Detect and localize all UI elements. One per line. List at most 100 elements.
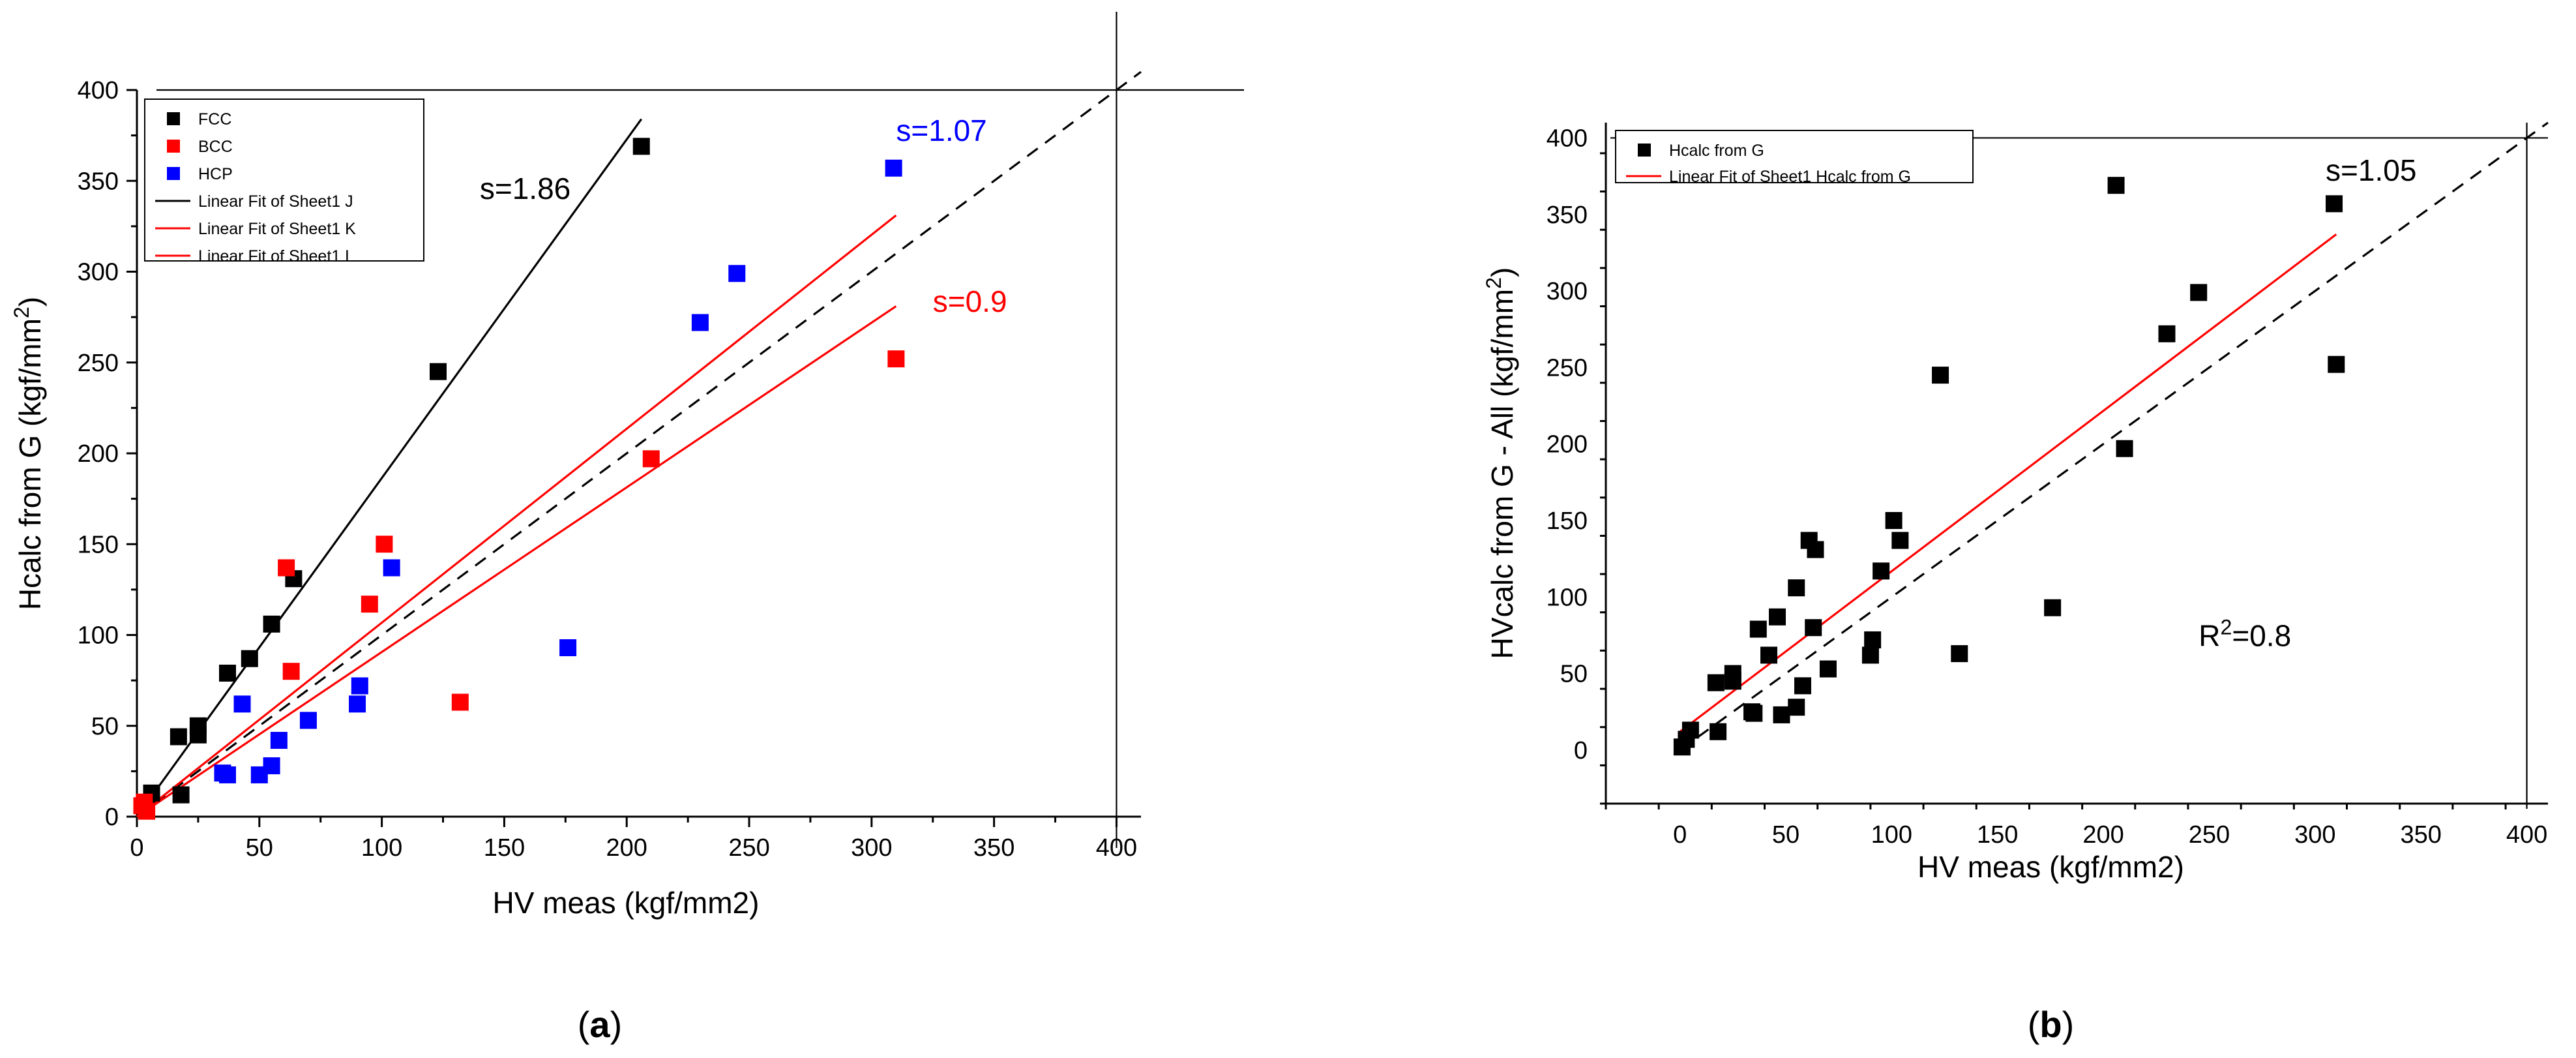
y-tick-label: 100 — [1547, 584, 1588, 611]
data-point-hcp — [270, 732, 288, 749]
data-point-bcc — [278, 559, 295, 577]
x-tick-label: 400 — [2506, 821, 2547, 849]
fit-line — [136, 214, 897, 818]
x-tick-label: 50 — [1772, 821, 1799, 849]
data-point-fcc — [430, 363, 447, 380]
data-point-hcp — [559, 639, 577, 656]
panel-label: (b) — [2028, 1004, 2075, 1045]
data-point-hcp — [885, 159, 902, 177]
y-tick-label: 200 — [1547, 431, 1588, 459]
data-point-hcp — [383, 559, 400, 577]
chart-panel-b: 0 50 100 150 200 250 300 350 400 0 50 100 150 200 250 3… — [1482, 121, 2549, 1045]
y-tick-label: 50 — [1560, 661, 1588, 688]
data-point-hcalc-from-g — [2326, 195, 2343, 213]
y-tick-label: 250 — [78, 350, 119, 377]
data-point-fcc — [189, 726, 207, 744]
x-tick-label: 350 — [973, 834, 1014, 862]
data-point-fcc — [170, 728, 187, 746]
data-point-hcp — [299, 712, 317, 729]
data-point-hcalc-from-g — [1788, 579, 1805, 597]
x-tick-label: 100 — [1871, 821, 1912, 849]
data-point-hcp — [351, 677, 368, 695]
y-tick-label: 50 — [91, 713, 119, 740]
data-point-fcc — [172, 786, 190, 804]
legend-label: Linear Fit of Sheet1 K — [198, 220, 356, 238]
data-point-hcalc-from-g — [1805, 619, 1822, 637]
x-tick-label: 150 — [1977, 821, 2018, 849]
legend-label: BCC — [198, 138, 233, 156]
legend-box — [144, 98, 424, 262]
legend-label: Hcalc from G — [1669, 142, 1764, 160]
annotation: s=1.07 — [896, 113, 986, 147]
x-tick-label: 100 — [361, 834, 402, 862]
data-point-hcalc-from-g — [1745, 704, 1763, 722]
legend-marker — [167, 112, 180, 125]
data-point-hcalc-from-g — [1769, 608, 1786, 626]
data-point-hcalc-from-g — [2044, 599, 2062, 616]
data-point-bcc — [376, 536, 393, 553]
fit-line — [136, 305, 897, 818]
legend-label: Linear Fit of Sheet1 L — [198, 247, 354, 265]
y-tick-label: 300 — [78, 259, 119, 286]
data-point-bcc — [887, 350, 905, 368]
data-point-hcp — [349, 695, 366, 713]
annotation: R2=0.8 — [2198, 615, 2291, 652]
y-tick-label: 200 — [78, 440, 119, 468]
data-point-hcp — [233, 695, 251, 713]
data-point-hcalc-from-g — [2328, 355, 2345, 373]
data-point-hcp — [263, 757, 280, 775]
data-point-bcc — [451, 693, 469, 711]
data-point-hcalc-from-g — [1873, 562, 1890, 580]
annotation: s=1.05 — [2326, 153, 2416, 187]
data-point-fcc — [218, 664, 236, 682]
fit-line — [136, 118, 643, 817]
legend-label: HCP — [198, 165, 233, 183]
data-point-hcalc-from-g — [1794, 677, 1811, 695]
panel-label: (a) — [578, 1004, 622, 1045]
y-tick-label: 400 — [1547, 125, 1588, 152]
data-point-hcp — [728, 265, 746, 282]
x-tick-label: 200 — [2082, 821, 2124, 849]
data-point-hcalc-from-g — [2107, 177, 2125, 194]
y-tick-label: 0 — [1574, 737, 1588, 764]
data-point-hcalc-from-g — [1951, 645, 1968, 663]
legend-marker — [167, 140, 180, 153]
fit-line — [1679, 233, 2337, 733]
data-point-fcc — [263, 615, 280, 633]
y-tick-label: 400 — [78, 77, 119, 104]
data-point-hcalc-from-g — [1681, 721, 1699, 739]
y-tick-label: 0 — [105, 804, 119, 831]
x-tick-label: 0 — [130, 834, 143, 862]
y-axis-label: HVcalc from G - All (kgf/mm2) — [1482, 267, 1519, 659]
data-point-bcc — [138, 802, 156, 820]
y-tick-label: 350 — [78, 168, 119, 195]
data-point-hcalc-from-g — [1819, 660, 1837, 678]
data-point-hcalc-from-g — [2158, 325, 2176, 342]
legend-label: Linear Fit of Sheet1 Hcalc from G — [1669, 168, 1911, 186]
data-point-fcc — [632, 138, 650, 155]
data-point-hcalc-from-g — [1710, 723, 1727, 740]
x-tick-label: 50 — [246, 834, 273, 862]
x-tick-label: 300 — [851, 834, 892, 862]
legend-label: FCC — [198, 110, 231, 128]
legend-label: Linear Fit of Sheet1 J — [198, 192, 353, 211]
x-tick-label: 250 — [728, 834, 769, 862]
data-point-hcalc-from-g — [1749, 620, 1767, 638]
data-point-hcalc-from-g — [2116, 440, 2133, 457]
annotation: s=1.86 — [480, 172, 570, 205]
data-point-hcalc-from-g — [1891, 532, 1909, 549]
y-tick-label: 300 — [1547, 278, 1588, 305]
x-tick-label: 300 — [2294, 821, 2335, 849]
legend-box — [1615, 130, 1974, 183]
data-point-bcc — [361, 596, 378, 613]
y-tick-label: 150 — [1547, 507, 1588, 535]
data-point-hcalc-from-g — [1885, 511, 1902, 529]
y-tick-label: 250 — [1547, 354, 1588, 382]
y-axis-label: Hcalc from G (kgf/mm2) — [10, 297, 47, 610]
y-tick-label: 100 — [78, 622, 119, 650]
x-tick-label: 350 — [2400, 821, 2441, 849]
data-point-bcc — [282, 663, 300, 680]
data-point-hcalc-from-g — [1788, 699, 1805, 716]
data-point-hcp — [691, 314, 709, 331]
